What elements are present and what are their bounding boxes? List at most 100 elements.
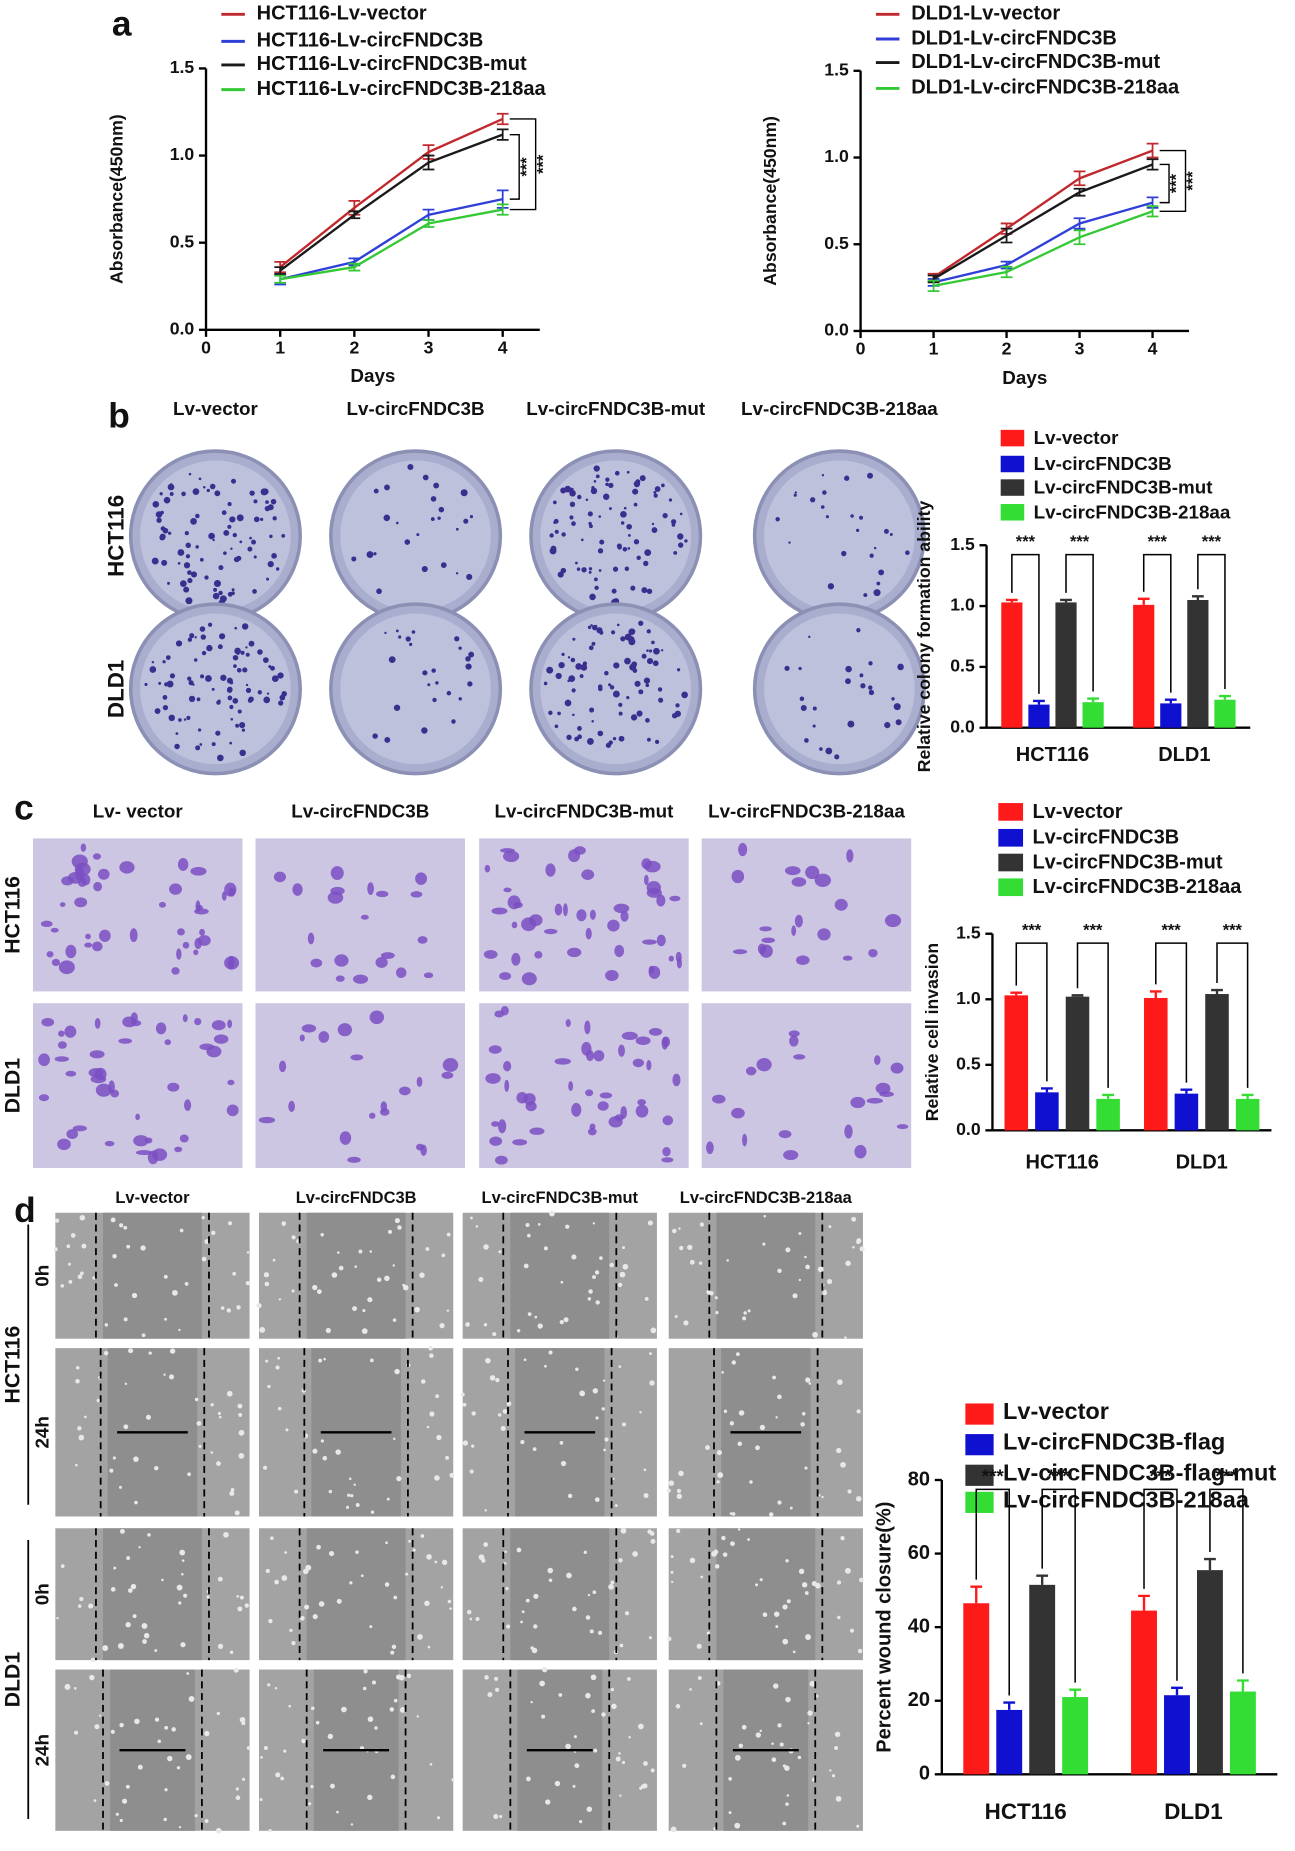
cell [868, 948, 878, 958]
colony [149, 666, 157, 673]
cell [176, 948, 182, 960]
cell [185, 1754, 192, 1760]
legend-swatch [1000, 479, 1025, 496]
cell [699, 1722, 703, 1726]
cell [145, 1414, 151, 1420]
error-bar [1191, 595, 1204, 600]
cell [627, 1677, 631, 1681]
cell [573, 1735, 577, 1739]
cell [270, 1536, 274, 1540]
cell [171, 967, 180, 975]
bar [963, 1603, 990, 1775]
colony [634, 680, 641, 687]
cell [705, 1445, 710, 1450]
colony [206, 644, 213, 652]
colony [183, 586, 190, 593]
x-tick-label: 2 [349, 337, 359, 357]
cell [268, 1828, 272, 1833]
cell [140, 1245, 146, 1251]
legend-label: DLD1-Lv-vector [911, 3, 1060, 25]
colony [151, 557, 159, 565]
cell [78, 1434, 85, 1441]
cell [54, 1056, 69, 1062]
colony [407, 463, 414, 471]
cell [99, 929, 111, 942]
legend-swatch [998, 803, 1024, 821]
cell [369, 1010, 385, 1025]
cell [854, 1144, 867, 1159]
cell [239, 1595, 244, 1600]
cell [172, 1289, 178, 1296]
colony [422, 474, 429, 481]
cell [283, 1749, 287, 1753]
bar [1205, 994, 1229, 1131]
cell [303, 1568, 309, 1575]
colony [609, 685, 615, 690]
legend-label: DLD1-Lv-circFNDC3B [911, 27, 1117, 49]
colony [873, 546, 877, 550]
colony [200, 674, 205, 679]
colony [671, 519, 677, 525]
cell [80, 1271, 84, 1276]
colony [427, 683, 431, 687]
invasion-image [255, 1003, 466, 1169]
error-bar [274, 274, 287, 284]
cell [533, 1593, 539, 1599]
cell [756, 1058, 772, 1072]
cell [777, 1500, 782, 1505]
colony [587, 738, 594, 745]
cell [217, 1576, 223, 1582]
colony [467, 681, 473, 687]
cell [110, 1587, 116, 1592]
cell [587, 1128, 597, 1136]
cell [735, 1352, 740, 1357]
colony [160, 510, 164, 515]
cell [232, 1271, 237, 1276]
cell [181, 1572, 184, 1576]
cell [323, 1357, 326, 1361]
colony [411, 630, 416, 634]
cell [483, 1323, 488, 1327]
cell [674, 1315, 678, 1318]
colony [395, 521, 399, 525]
cell [829, 1769, 832, 1772]
cell [602, 1379, 606, 1382]
colony [212, 592, 220, 600]
colony [232, 532, 237, 538]
cell [193, 949, 199, 956]
legend-swatch [998, 828, 1024, 847]
cell [769, 1512, 774, 1517]
cell [604, 1437, 609, 1442]
cell [154, 1465, 159, 1471]
colony [236, 555, 242, 561]
colony [440, 562, 447, 568]
legend-swatch [965, 1464, 994, 1486]
cell [521, 1610, 525, 1614]
cell [775, 1416, 778, 1419]
colony [605, 477, 610, 482]
cell [408, 1539, 412, 1543]
colony [160, 526, 166, 531]
cell [717, 1472, 724, 1479]
cell [884, 914, 902, 928]
cell [549, 1210, 555, 1217]
cell [177, 928, 185, 936]
cell [792, 1293, 798, 1299]
cell [288, 1100, 295, 1113]
cell [729, 1421, 734, 1426]
error-bar [1241, 1093, 1254, 1099]
colony [212, 538, 215, 542]
colony [834, 754, 840, 760]
cell [470, 1216, 473, 1220]
cell [327, 1733, 334, 1740]
colony [229, 704, 234, 710]
time-label: 24h [32, 1416, 53, 1448]
colony [624, 566, 630, 571]
cell [98, 1714, 102, 1717]
colony [630, 585, 636, 591]
y-tick-label: 1.5 [824, 59, 849, 79]
cell [258, 1116, 276, 1124]
cell [187, 1472, 191, 1477]
cell [731, 869, 745, 884]
colony [638, 689, 644, 695]
